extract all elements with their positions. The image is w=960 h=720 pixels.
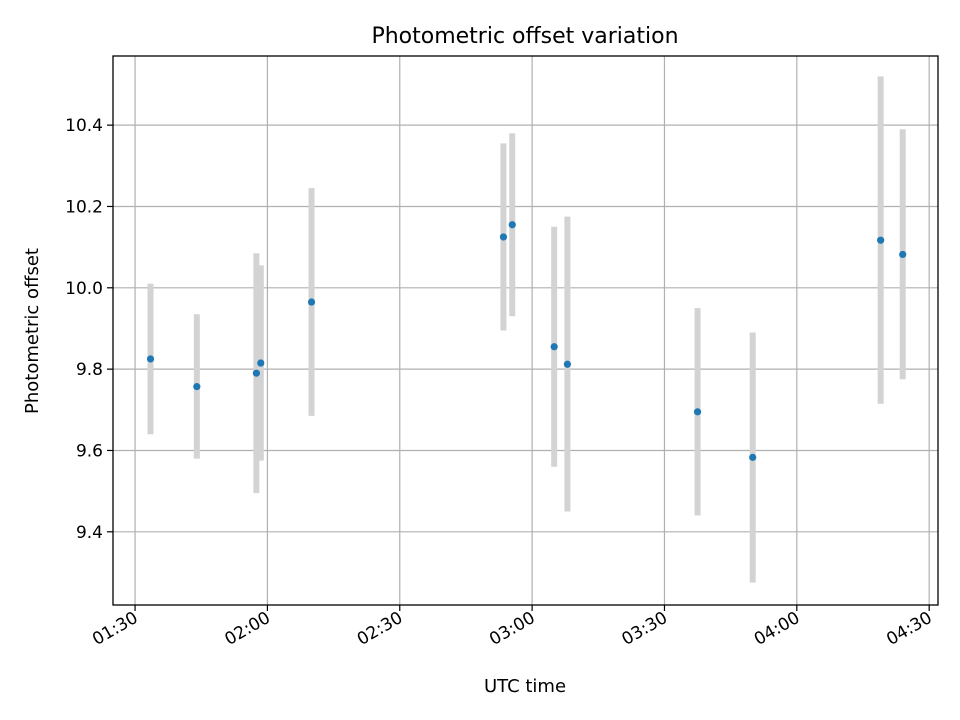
- y-axis-label: Photometric offset: [22, 248, 43, 414]
- data-point: [877, 236, 885, 244]
- data-point: [508, 221, 516, 229]
- data-point: [693, 408, 702, 416]
- data-point: [749, 453, 757, 461]
- y-axis-ticks: 9.4 9.6 9.8 10.0 10.2 10.4: [65, 116, 113, 543]
- y-tick-label: 9.6: [76, 441, 103, 461]
- data-point: [499, 233, 508, 241]
- data-points: [146, 221, 907, 461]
- data-point: [252, 369, 260, 377]
- y-tick-label: 10.4: [65, 116, 103, 136]
- y-tick-label: 10.0: [65, 279, 103, 299]
- plot-frame: [112, 55, 939, 606]
- y-tick-label: 9.8: [76, 360, 103, 380]
- grid-lines: [113, 56, 938, 605]
- x-axis-label: UTC time: [484, 676, 566, 697]
- data-point: [550, 343, 558, 351]
- data-point: [563, 360, 572, 368]
- data-point: [146, 355, 155, 363]
- data-point: [193, 383, 201, 391]
- data-point: [899, 250, 907, 259]
- chart-title: Photometric offset variation: [371, 24, 678, 49]
- y-tick-label: 10.2: [65, 197, 103, 217]
- data-point: [307, 298, 316, 306]
- y-tick-label: 9.4: [76, 523, 103, 543]
- data-point: [257, 359, 265, 367]
